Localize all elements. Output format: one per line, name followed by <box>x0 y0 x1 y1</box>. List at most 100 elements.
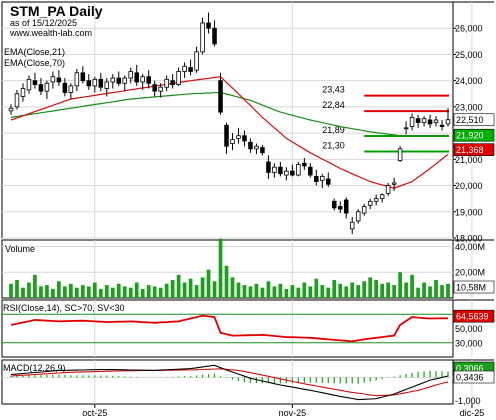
volume-bar <box>51 288 55 298</box>
candle-body <box>176 71 181 86</box>
volume-bar <box>332 279 337 298</box>
candle-body <box>182 65 187 72</box>
candle-body <box>355 211 361 222</box>
volume-bar <box>21 287 25 298</box>
level-label: 21,89 <box>322 125 345 135</box>
candle-body <box>403 127 409 130</box>
volume-bar <box>404 282 408 298</box>
price-ytick-label: 25,000 <box>455 50 483 60</box>
volume-panel-label: Volume <box>5 244 35 254</box>
candle-body <box>320 175 325 181</box>
candle-body <box>200 22 205 53</box>
candle-body <box>38 84 44 92</box>
volume-bar <box>158 287 163 298</box>
volume-bar <box>386 282 390 298</box>
price-value-tag-bg <box>453 113 495 127</box>
candle-body <box>433 119 439 124</box>
volume-bar <box>15 279 19 298</box>
candle-body <box>170 80 175 85</box>
candle-body <box>308 166 313 176</box>
candle-body <box>44 82 50 92</box>
candle-body <box>409 116 415 127</box>
macd-panel-frame <box>1 359 454 405</box>
volume-bar <box>128 287 133 298</box>
volume-bar <box>266 281 271 298</box>
level-label: 21,30 <box>322 140 345 150</box>
candle-body <box>212 27 217 45</box>
volume-bar <box>368 277 373 298</box>
macd-ytick-label: -1,000 <box>455 396 481 406</box>
volume-bar <box>422 282 426 298</box>
candle-body <box>367 200 373 206</box>
volume-bar <box>212 281 217 298</box>
volume-bar <box>320 285 325 298</box>
candle-body <box>128 71 133 79</box>
rsi-value-tag-bg <box>453 309 495 323</box>
macd-signal-line <box>10 368 449 397</box>
volume-bar <box>122 286 127 298</box>
volume-bar <box>410 274 414 298</box>
candle-body <box>104 81 110 89</box>
price-value-tag: 21,920 <box>456 131 484 141</box>
price-value-tag: 21,368 <box>456 145 484 155</box>
volume-bar <box>434 279 438 298</box>
volume-bar <box>140 288 145 298</box>
volume-bar <box>33 274 37 298</box>
volume-bar <box>92 282 97 298</box>
candle-body <box>80 72 86 82</box>
x-tick-label: nov-25 <box>279 408 307 418</box>
volume-bar <box>446 283 450 298</box>
macd-signal-tag: 0,3436 <box>456 373 484 383</box>
candle-body <box>343 199 349 214</box>
volume-bar <box>344 286 349 298</box>
volume-bar <box>254 283 259 298</box>
macd-panel-label: MACD(12,26,9) <box>3 363 66 373</box>
source-label: www.wealth-lab.com <box>9 28 92 38</box>
volume-bar <box>374 279 379 298</box>
rsi-panel-label: RSI(Close,14), SC>70, SV<30 <box>3 303 125 313</box>
macd-signal-tag-bg <box>453 370 495 384</box>
volume-bar <box>218 238 223 298</box>
volume-bar <box>110 287 115 298</box>
volume-bar <box>278 283 283 298</box>
candle-body <box>224 124 229 147</box>
volume-bar <box>224 265 229 298</box>
candle-body <box>146 76 151 84</box>
candle-body <box>361 206 367 214</box>
volume-bar <box>356 285 361 298</box>
volume-bar <box>164 283 169 298</box>
volume-bar <box>308 286 313 298</box>
candle-body <box>314 175 319 183</box>
candle-body <box>206 22 211 29</box>
candle-body <box>62 82 68 93</box>
candle-body <box>236 135 241 139</box>
rsi-ytick-label: 30,000 <box>455 338 483 348</box>
volume-bar <box>39 286 43 298</box>
volume-bar <box>302 282 307 298</box>
candle-body <box>272 166 277 173</box>
volume-bar <box>206 269 211 298</box>
volume-bar <box>338 283 343 298</box>
volume-bar <box>272 286 277 298</box>
volume-bar <box>152 286 157 298</box>
volume-bar <box>98 288 103 298</box>
volume-bar <box>440 285 444 298</box>
volume-bar <box>290 285 295 298</box>
ema70-line <box>10 91 449 137</box>
candle-body <box>86 80 92 87</box>
candle-body <box>266 161 271 173</box>
rsi-ytick-label: 50,000 <box>455 324 483 334</box>
chart-subtitle: as of 15/12/2025 <box>10 18 77 28</box>
price-ytick-label: 19,000 <box>455 207 483 217</box>
volume-bar <box>116 283 121 298</box>
volume-bar <box>86 286 91 298</box>
volume-bar <box>200 277 205 298</box>
candle-body <box>421 118 427 124</box>
price-ytick-label: 18,000 <box>455 234 483 244</box>
price-ytick-label: 21,000 <box>455 155 483 165</box>
candle-body <box>50 76 56 83</box>
rsi-value-tag: 64,5639 <box>456 312 489 322</box>
candle-body <box>290 170 295 176</box>
ema21-line <box>10 76 449 189</box>
